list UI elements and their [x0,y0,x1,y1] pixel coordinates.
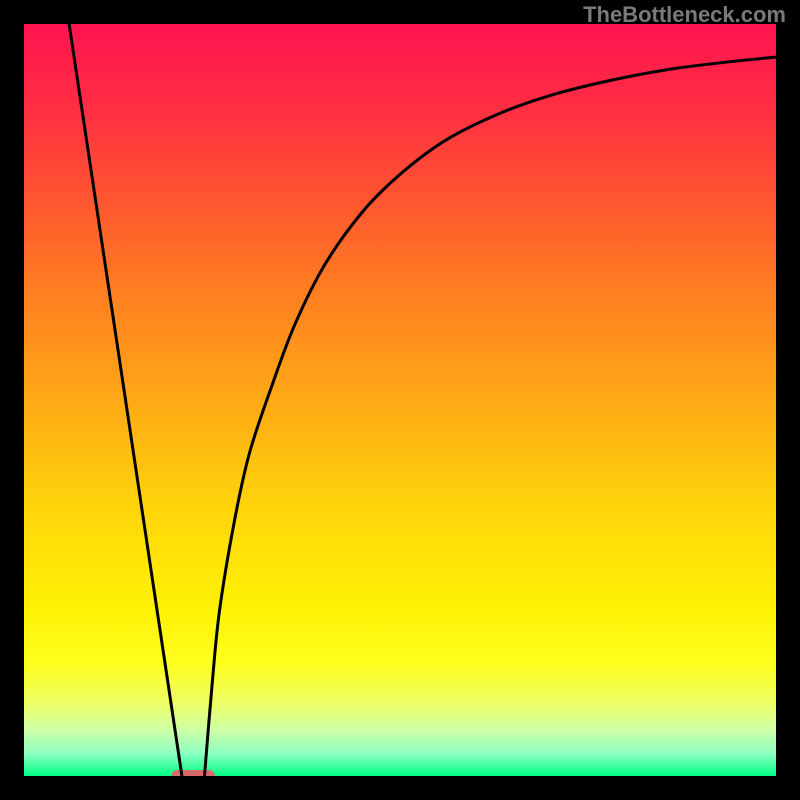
plot-area [24,24,776,776]
chart-svg [24,24,776,776]
chart-container: TheBottleneck.com [0,0,800,800]
gradient-background [24,24,776,776]
watermark-text: TheBottleneck.com [583,2,786,28]
vertex-marker [171,770,215,776]
